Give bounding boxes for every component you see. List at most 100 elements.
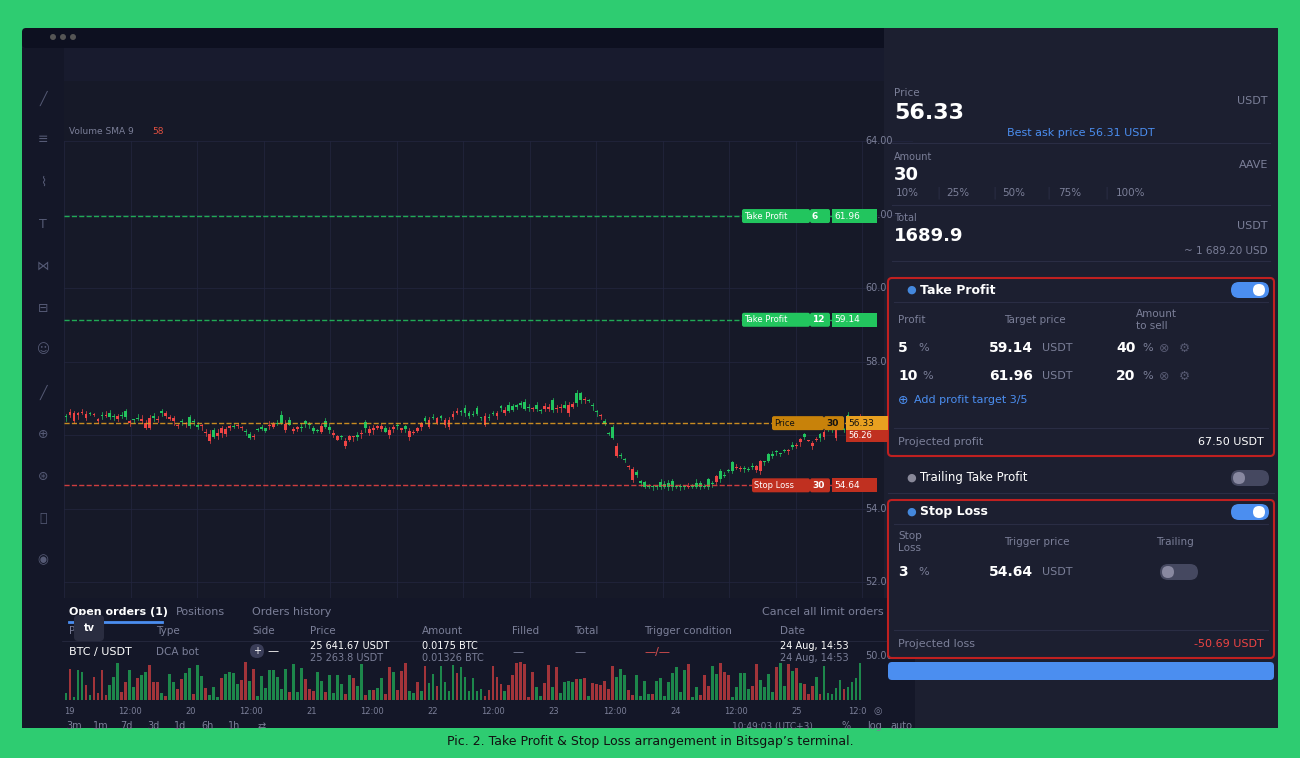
- Text: USDT: USDT: [1043, 343, 1072, 353]
- Bar: [731, 462, 733, 471]
- Bar: [285, 669, 287, 700]
- Bar: [671, 481, 673, 487]
- Bar: [667, 682, 670, 700]
- Bar: [854, 422, 858, 424]
- Bar: [432, 674, 434, 700]
- Bar: [599, 685, 602, 700]
- Bar: [177, 424, 179, 426]
- Bar: [108, 685, 112, 700]
- Bar: [707, 686, 710, 700]
- Bar: [220, 678, 224, 700]
- Bar: [603, 681, 606, 700]
- Bar: [164, 697, 168, 700]
- Bar: [348, 437, 351, 440]
- Bar: [280, 689, 283, 700]
- Bar: [248, 434, 251, 437]
- Bar: [168, 417, 172, 418]
- Bar: [499, 406, 502, 409]
- Bar: [312, 691, 315, 700]
- Bar: [747, 689, 750, 700]
- Bar: [432, 417, 434, 418]
- Text: ◉: ◉: [38, 553, 48, 566]
- Bar: [835, 425, 837, 437]
- Bar: [719, 471, 722, 479]
- Text: 25%: 25%: [946, 188, 968, 198]
- FancyBboxPatch shape: [1231, 470, 1269, 486]
- Text: 20: 20: [185, 706, 195, 716]
- Bar: [356, 435, 359, 437]
- Text: Date: Date: [780, 626, 805, 636]
- Bar: [727, 470, 729, 471]
- Bar: [696, 688, 698, 700]
- Bar: [264, 688, 266, 700]
- Text: 12:00: 12:00: [724, 706, 747, 716]
- Bar: [324, 421, 326, 428]
- Bar: [655, 681, 658, 700]
- Bar: [858, 662, 862, 700]
- Bar: [229, 672, 231, 700]
- Text: 64.00: 64.00: [864, 136, 893, 146]
- Bar: [802, 434, 806, 437]
- Text: 6: 6: [812, 211, 818, 221]
- Text: ╱: ╱: [39, 384, 47, 399]
- Text: Price: Price: [309, 626, 335, 636]
- Bar: [108, 413, 112, 417]
- Bar: [229, 426, 231, 428]
- Bar: [240, 680, 243, 700]
- Bar: [511, 675, 515, 700]
- Bar: [220, 428, 224, 434]
- Text: —: —: [512, 647, 523, 657]
- Bar: [567, 681, 571, 700]
- Text: Volume SMA 9: Volume SMA 9: [69, 127, 134, 136]
- Bar: [404, 663, 407, 700]
- Text: ☺: ☺: [36, 343, 49, 356]
- Bar: [380, 678, 382, 700]
- Bar: [767, 675, 770, 700]
- Text: 50.00: 50.00: [864, 651, 893, 661]
- Bar: [790, 446, 793, 447]
- Bar: [858, 418, 862, 420]
- Bar: [173, 418, 176, 421]
- Bar: [543, 406, 546, 409]
- Bar: [316, 430, 318, 431]
- FancyBboxPatch shape: [1232, 472, 1245, 484]
- Bar: [811, 686, 814, 700]
- Bar: [391, 672, 395, 700]
- Bar: [364, 695, 367, 700]
- Bar: [636, 675, 638, 700]
- Bar: [759, 680, 762, 700]
- Text: ⇄: ⇄: [257, 721, 266, 731]
- Bar: [659, 482, 662, 487]
- Text: Add profit target 3/5: Add profit target 3/5: [914, 395, 1027, 405]
- Bar: [731, 697, 733, 700]
- Bar: [296, 691, 299, 700]
- Bar: [783, 449, 785, 451]
- Bar: [344, 694, 347, 700]
- Bar: [831, 694, 833, 700]
- Bar: [289, 692, 291, 700]
- Bar: [62, 598, 915, 728]
- Text: Trigger condition: Trigger condition: [644, 626, 732, 636]
- FancyBboxPatch shape: [1253, 284, 1265, 296]
- Bar: [823, 433, 826, 437]
- Text: ●: ●: [906, 507, 915, 517]
- Bar: [412, 431, 415, 433]
- Text: Profit: Profit: [898, 315, 926, 325]
- Bar: [775, 452, 777, 453]
- Bar: [615, 678, 618, 700]
- Bar: [256, 429, 259, 430]
- FancyBboxPatch shape: [49, 34, 56, 40]
- FancyBboxPatch shape: [888, 662, 1274, 680]
- Bar: [715, 477, 718, 482]
- Text: USDT: USDT: [1043, 371, 1072, 381]
- Bar: [571, 682, 575, 700]
- Bar: [588, 400, 590, 401]
- Bar: [260, 676, 263, 700]
- Bar: [188, 669, 191, 700]
- Text: |: |: [1104, 186, 1108, 199]
- Bar: [644, 482, 646, 487]
- Bar: [532, 408, 534, 409]
- Bar: [751, 686, 754, 700]
- Bar: [742, 673, 746, 700]
- Bar: [360, 433, 363, 434]
